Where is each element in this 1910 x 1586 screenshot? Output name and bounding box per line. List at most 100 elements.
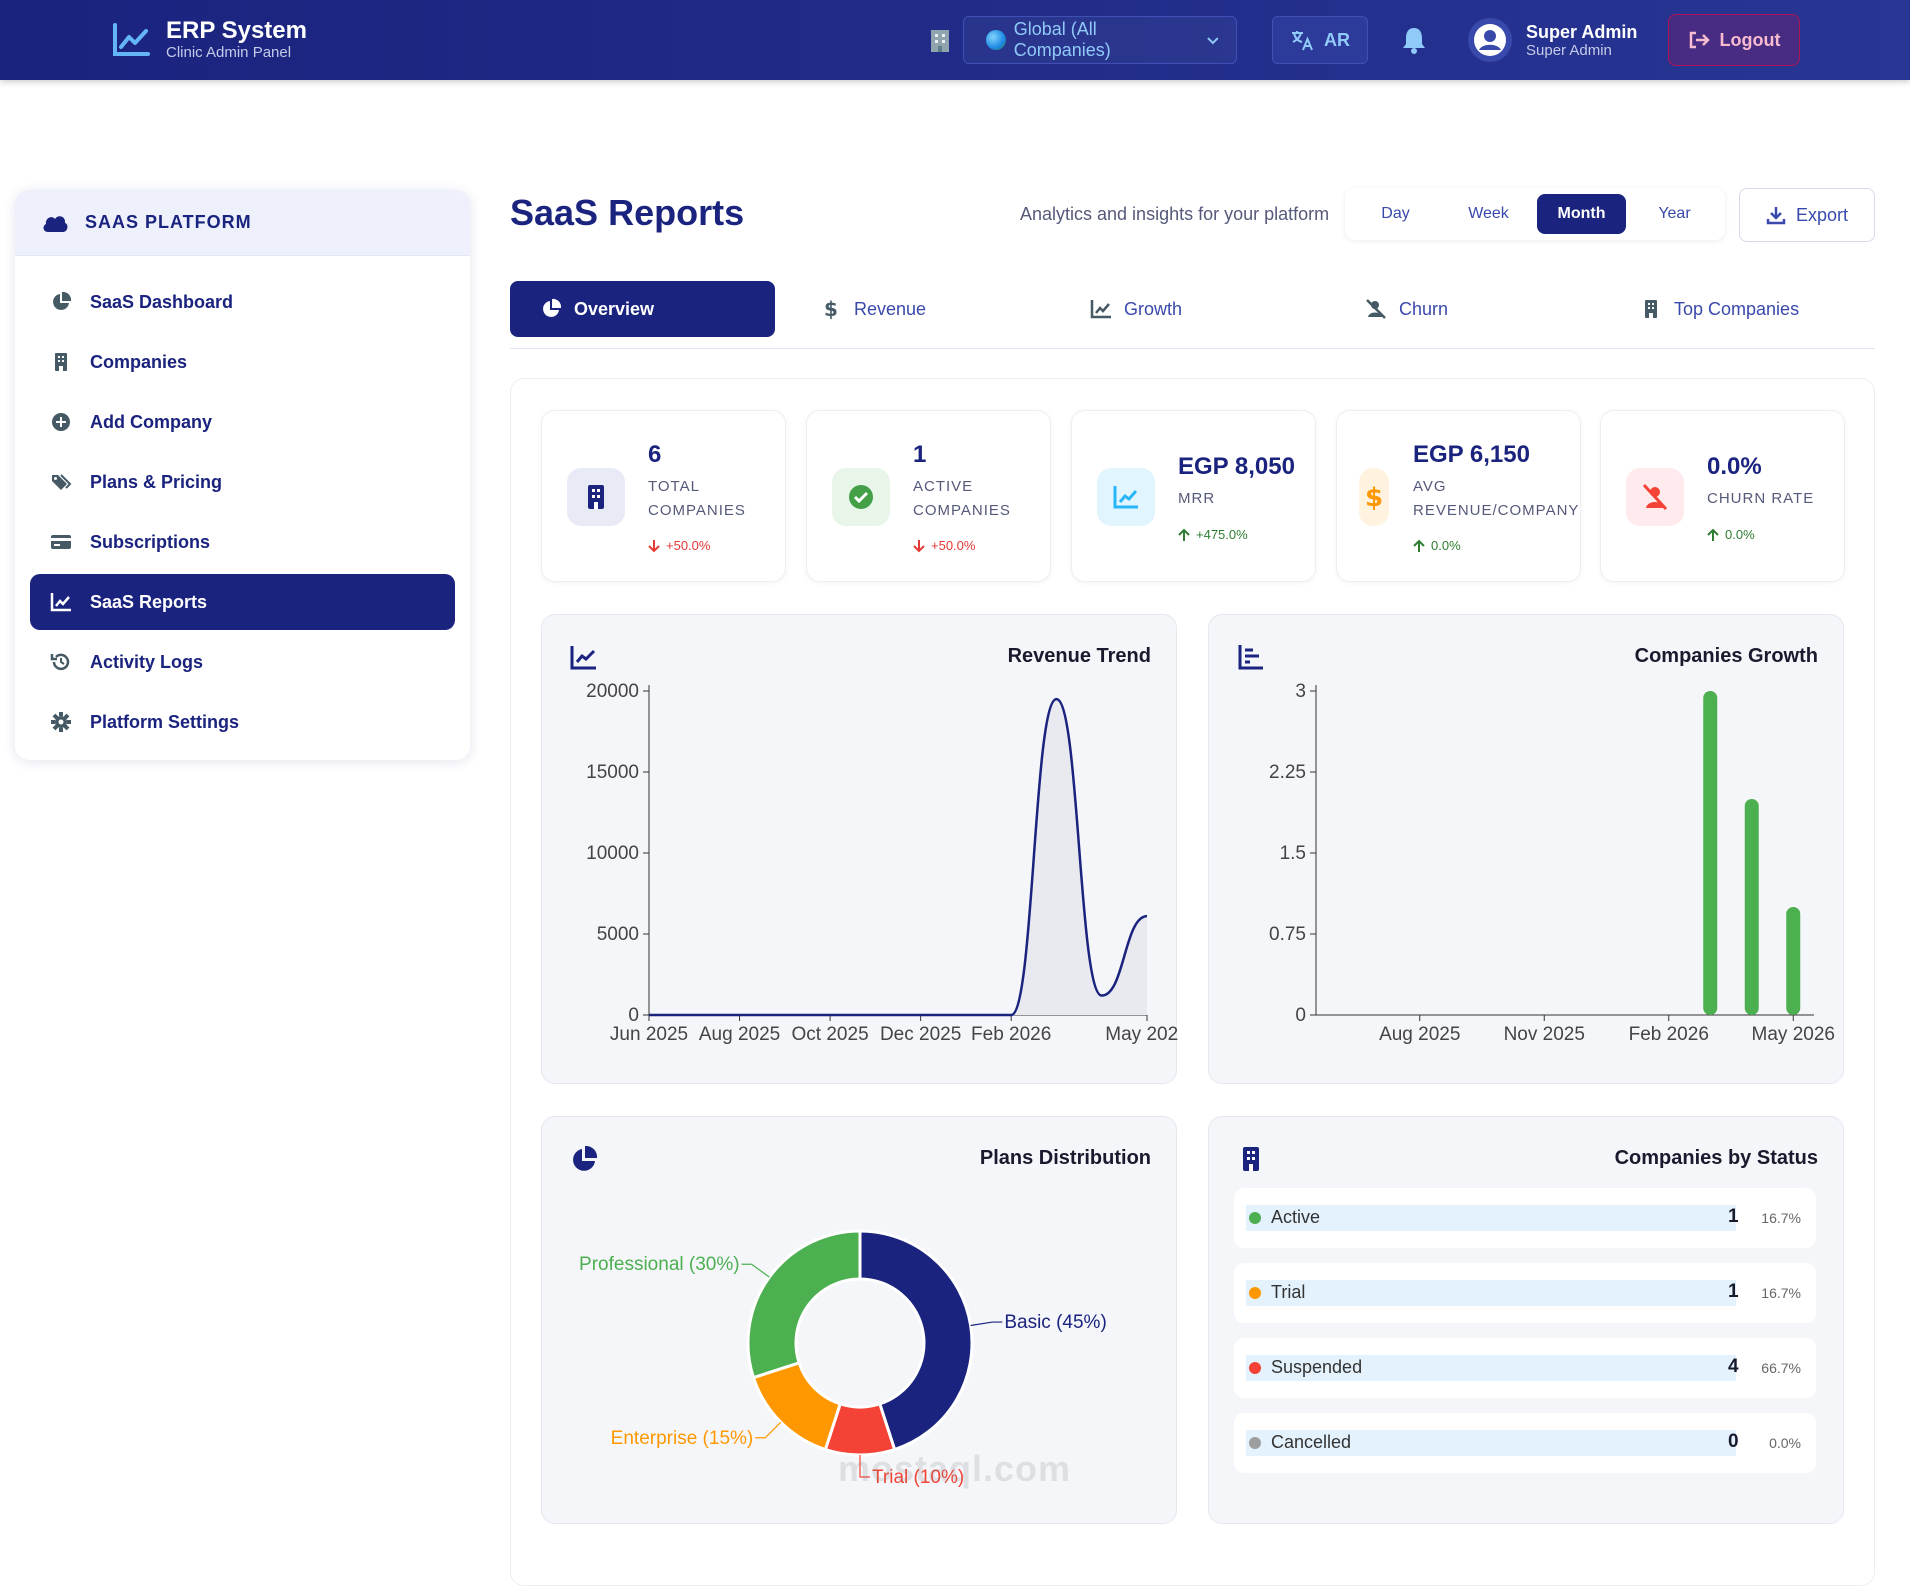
history-icon (50, 653, 70, 671)
kpi-change: +50.0% (913, 538, 975, 553)
growth-bar (1703, 691, 1718, 1015)
sidebar-item-label: Plans & Pricing (90, 471, 223, 492)
pie-leader-line (859, 1455, 870, 1478)
export-button[interactable]: Export (1739, 188, 1875, 242)
status-count: 1 (1728, 1206, 1739, 1227)
svg-text:$: $ (1365, 483, 1383, 512)
y-tick-label: 2.25 (1269, 762, 1306, 783)
kpi-value: 1 (913, 441, 927, 468)
kpi-change: 0.0% (1413, 538, 1461, 553)
brand[interactable]: ERP System Clinic Admin Panel (112, 18, 307, 61)
kpi-active-companies: 1 ACTIVE COMPANIES +50.0% (806, 410, 1051, 582)
language-toggle-button[interactable]: AR (1272, 16, 1368, 64)
period-week-button[interactable]: Week (1468, 205, 1509, 222)
x-tick-label: May 2026 (1752, 1024, 1835, 1045)
arrow-up-icon (1707, 528, 1719, 541)
pie-label: Trial (10%) (872, 1467, 964, 1488)
sidebar-section-title: SAAS PLATFORM (85, 212, 252, 232)
kpi-change: 0.0% (1707, 527, 1755, 542)
translate-icon (1292, 31, 1313, 51)
status-percent: 16.7% (1761, 1285, 1801, 1301)
pie-chart-icon (53, 291, 72, 310)
period-year-button[interactable]: Year (1658, 205, 1691, 222)
revenue-line (649, 697, 1148, 1017)
pie-leader-line (755, 1421, 782, 1439)
arrow-up-icon (1413, 539, 1425, 552)
chart-line-icon (50, 593, 71, 612)
logout-button[interactable]: Logout (1668, 14, 1800, 66)
status-count: 4 (1728, 1356, 1739, 1377)
tab-revenue[interactable]: $ Revenue (820, 281, 926, 337)
chart-line-icon (113, 22, 150, 56)
status-bar (1246, 1205, 1736, 1231)
kpi-label: MRR (1178, 490, 1216, 507)
export-label: Export (1795, 204, 1849, 225)
chart-line-icon (570, 646, 596, 670)
chevron-down-icon (1207, 37, 1219, 45)
company-select[interactable]: Global (All Companies) (963, 16, 1237, 64)
sidebar-item-saas-dashboard[interactable]: SaaS Dashboard (30, 274, 455, 330)
status-dot (1249, 1212, 1261, 1224)
app-subtitle: Clinic Admin Panel (166, 44, 292, 61)
user-menu[interactable]: Super Admin Super Admin (1468, 18, 1637, 62)
tab-growth[interactable]: Growth (1090, 281, 1182, 337)
sidebar-item-saas-reports[interactable]: SaaS Reports (30, 574, 455, 630)
sidebar-item-label: Platform Settings (90, 711, 240, 732)
status-percent: 16.7% (1761, 1210, 1801, 1226)
watermark: mostaql.com (838, 1448, 1072, 1489)
y-tick-label: 0 (628, 1005, 639, 1026)
kpi-value: EGP 6,150 (1413, 441, 1530, 468)
status-percent: 0.0% (1769, 1435, 1801, 1451)
top-navbar: ERP System Clinic Admin Panel Global (Al… (0, 0, 1910, 80)
y-tick-label: 5000 (597, 924, 639, 945)
kpi-value: 6 (648, 441, 662, 468)
kpi-change: +50.0% (648, 538, 710, 553)
sidebar-item-subscriptions[interactable]: Subscriptions (30, 514, 455, 570)
sidebar-item-add-company[interactable]: Add Company (30, 394, 455, 450)
companies-growth-card: Companies Growth 0 0.75 1.5 2.25 3 Aug 2025 No… (1208, 614, 1844, 1084)
sidebar-item-plans-pricing[interactable]: Plans & Pricing (30, 454, 455, 510)
tab-overview[interactable]: Overview (510, 281, 775, 337)
globe-icon (986, 30, 1006, 50)
status-name: Cancelled (1271, 1432, 1352, 1452)
status-bar (1246, 1355, 1736, 1381)
sidebar-item-platform-settings[interactable]: Platform Settings (30, 694, 455, 750)
sidebar-item-activity-logs[interactable]: Activity Logs (30, 634, 455, 690)
sign-out-icon (1689, 31, 1710, 49)
tab-label: Overview (574, 298, 655, 319)
companies-by-status-title: Companies by Status (1614, 1147, 1818, 1169)
pie-chart-icon (543, 298, 562, 317)
status-count: 1 (1728, 1281, 1739, 1302)
growth-bar (1786, 907, 1801, 1015)
status-count: 0 (1728, 1431, 1739, 1452)
dollar-icon: $ (824, 298, 838, 320)
arrow-down-icon (913, 539, 925, 552)
pie-slice (746, 1229, 862, 1380)
page-subtitle: Analytics and insights for your platform (1020, 204, 1330, 224)
y-tick-label: 1.5 (1280, 843, 1306, 864)
kpi-total-companies: 6 TOTAL COMPANIES +50.0% (541, 410, 786, 582)
sidebar-item-companies[interactable]: Companies (30, 334, 455, 390)
kpi-churn-rate: 0.0% CHURN RATE 0.0% (1600, 410, 1845, 582)
plus-circle-icon (52, 413, 70, 431)
revenue-trend-title: Revenue Trend (1007, 645, 1151, 667)
period-day-button[interactable]: Day (1381, 205, 1410, 222)
tab-label: Revenue (854, 298, 927, 319)
pie-label: Enterprise (15%) (611, 1428, 754, 1449)
period-month-button[interactable]: Month (1537, 194, 1626, 234)
period-selector: Day Week Month Year (1345, 188, 1725, 240)
pie-chart-icon (573, 1145, 598, 1171)
building-icon (931, 30, 949, 52)
pie-label: Professional (30%) (579, 1254, 740, 1275)
tab-top-companies[interactable]: Top Companies (1640, 281, 1799, 337)
y-tick-label: 20000 (586, 681, 639, 702)
sidebar-header: SAAS PLATFORM (15, 190, 470, 256)
user-role: Super Admin (1526, 41, 1612, 59)
status-bar (1246, 1430, 1736, 1456)
bell-icon[interactable] (1400, 25, 1428, 55)
status-row: Trial 1 16.7% (1234, 1263, 1816, 1323)
y-tick-label: 10000 (586, 843, 639, 864)
revenue-trend-card: Revenue Trend 0 5000 10000 15000 20000 Jun 20… (541, 614, 1178, 1084)
tab-churn[interactable]: Churn (1365, 281, 1448, 337)
bar-list-icon (1238, 645, 1263, 670)
